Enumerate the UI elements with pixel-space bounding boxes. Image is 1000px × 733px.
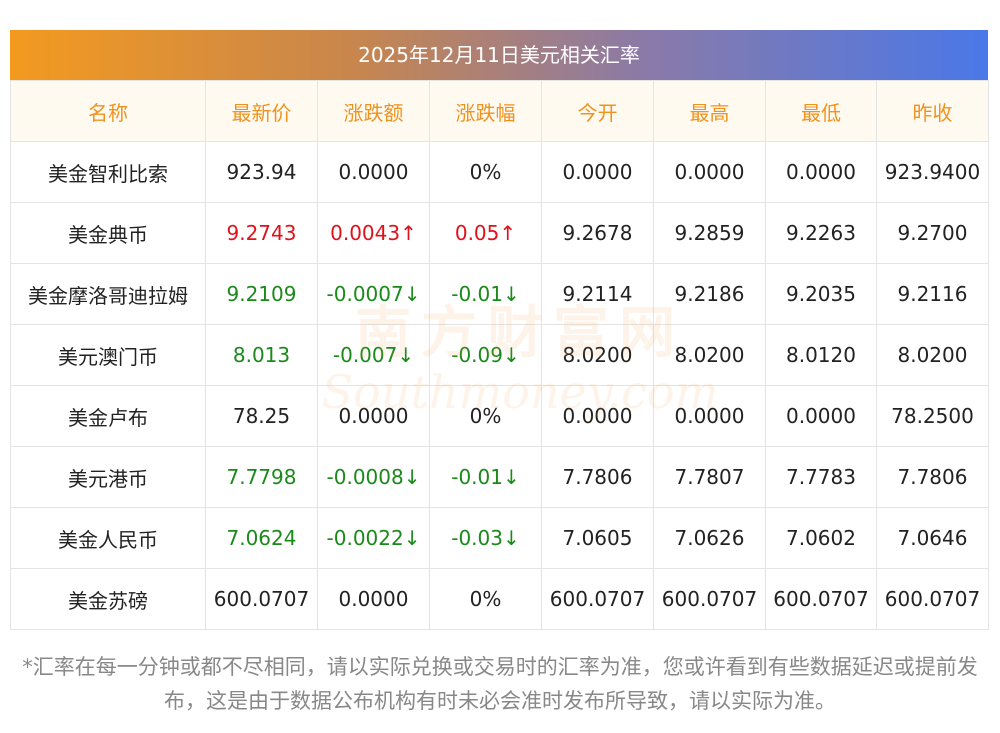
cell-pct: 0%: [429, 385, 542, 447]
cell-low: 9.2035: [765, 263, 877, 325]
cell-prev: 7.7806: [876, 446, 989, 508]
table-row: 美金智利比索 923.94 0.0000 0% 0.0000 0.0000 0.0000 92…: [10, 141, 989, 203]
cell-pct: -0.09↓: [429, 324, 542, 386]
cell-high: 9.2186: [653, 263, 766, 325]
cell-open: 7.7806: [541, 446, 654, 508]
cell-pct: -0.01↓: [429, 446, 542, 508]
cell-high: 9.2859: [653, 202, 766, 264]
cell-prev: 923.9400: [876, 141, 989, 203]
table-row: 美金摩洛哥迪拉姆 9.2109 -0.0007↓ -0.01↓ 9.2114 9.2186…: [10, 263, 989, 325]
cell-open: 8.0200: [541, 324, 654, 386]
cell-low: 9.2263: [765, 202, 877, 264]
cell-change: 0.0000: [317, 568, 430, 630]
table-row: 美元澳门币 8.013 -0.007↓ -0.09↓ 8.0200 8.0200 8.012…: [10, 324, 989, 386]
cell-pct: 0.05↑: [429, 202, 542, 264]
cell-low: 7.7783: [765, 446, 877, 508]
cell-high: 7.0626: [653, 507, 766, 569]
rate-table: 名称 最新价 涨跌额 涨跌幅 今开 最高 最低 昨收 美金智利比索 923.94 0…: [10, 80, 989, 630]
cell-change: -0.0008↓: [317, 446, 430, 508]
cell-name: 美元澳门币: [10, 324, 206, 386]
cell-pct: -0.01↓: [429, 263, 542, 325]
col-header-latest: 最新价: [205, 80, 318, 142]
cell-pct: 0%: [429, 568, 542, 630]
cell-name: 美金摩洛哥迪拉姆: [10, 263, 206, 325]
cell-open: 7.0605: [541, 507, 654, 569]
rate-table-card: 2025年12月11日美元相关汇率 名称 最新价 涨跌额 涨跌幅 今开 最高 最…: [10, 30, 989, 630]
cell-open: 0.0000: [541, 141, 654, 203]
cell-low: 7.0602: [765, 507, 877, 569]
cell-open: 9.2678: [541, 202, 654, 264]
header-row: 名称 最新价 涨跌额 涨跌幅 今开 最高 最低 昨收: [10, 80, 989, 142]
table-row: 美金人民币 7.0624 -0.0022↓ -0.03↓ 7.0605 7.0626 7.0…: [10, 507, 989, 569]
col-header-name: 名称: [10, 80, 206, 142]
col-header-change: 涨跌额: [317, 80, 430, 142]
cell-high: 0.0000: [653, 141, 766, 203]
cell-change: 0.0043↑: [317, 202, 430, 264]
cell-change: 0.0000: [317, 385, 430, 447]
table-row: 美元港币 7.7798 -0.0008↓ -0.01↓ 7.7806 7.7807 7.77…: [10, 446, 989, 508]
cell-pct: -0.03↓: [429, 507, 542, 569]
cell-change: -0.007↓: [317, 324, 430, 386]
cell-change: -0.0007↓: [317, 263, 430, 325]
cell-prev: 8.0200: [876, 324, 989, 386]
table-row: 美金典币 9.2743 0.0043↑ 0.05↑ 9.2678 9.2859 9.2263…: [10, 202, 989, 264]
cell-pct: 0%: [429, 141, 542, 203]
cell-name: 美金苏磅: [10, 568, 206, 630]
col-header-high: 最高: [653, 80, 766, 142]
cell-latest: 600.0707: [205, 568, 318, 630]
footnote: *汇率在每一分钟或都不尽相同，请以实际兑换或交易时的汇率为准，您或许看到有些数据…: [22, 655, 978, 713]
cell-prev: 600.0707: [876, 568, 989, 630]
cell-high: 0.0000: [653, 385, 766, 447]
col-header-prev: 昨收: [876, 80, 989, 142]
table-row: 美金卢布 78.25 0.0000 0% 0.0000 0.0000 0.0000 78.25…: [10, 385, 989, 447]
cell-name: 美金典币: [10, 202, 206, 264]
col-header-low: 最低: [765, 80, 877, 142]
table-row: 美金苏磅 600.0707 0.0000 0% 600.0707 600.0707 600.…: [10, 568, 989, 630]
cell-latest: 9.2109: [205, 263, 318, 325]
cell-name: 美元港币: [10, 446, 206, 508]
cell-high: 8.0200: [653, 324, 766, 386]
cell-open: 9.2114: [541, 263, 654, 325]
cell-latest: 9.2743: [205, 202, 318, 264]
cell-open: 0.0000: [541, 385, 654, 447]
cell-prev: 78.2500: [876, 385, 989, 447]
cell-latest: 7.0624: [205, 507, 318, 569]
cell-latest: 8.013: [205, 324, 318, 386]
cell-change: -0.0022↓: [317, 507, 430, 569]
cell-name: 美金智利比索: [10, 141, 206, 203]
cell-prev: 7.0646: [876, 507, 989, 569]
table-title: 2025年12月11日美元相关汇率: [10, 30, 988, 80]
cell-high: 600.0707: [653, 568, 766, 630]
col-header-pct: 涨跌幅: [429, 80, 542, 142]
cell-name: 美金人民币: [10, 507, 206, 569]
cell-prev: 9.2116: [876, 263, 989, 325]
cell-low: 0.0000: [765, 141, 877, 203]
col-header-open: 今开: [541, 80, 654, 142]
cell-high: 7.7807: [653, 446, 766, 508]
cell-latest: 78.25: [205, 385, 318, 447]
cell-low: 8.0120: [765, 324, 877, 386]
cell-latest: 923.94: [205, 141, 318, 203]
cell-prev: 9.2700: [876, 202, 989, 264]
cell-low: 600.0707: [765, 568, 877, 630]
cell-low: 0.0000: [765, 385, 877, 447]
cell-name: 美金卢布: [10, 385, 206, 447]
cell-change: 0.0000: [317, 141, 430, 203]
cell-open: 600.0707: [541, 568, 654, 630]
cell-latest: 7.7798: [205, 446, 318, 508]
